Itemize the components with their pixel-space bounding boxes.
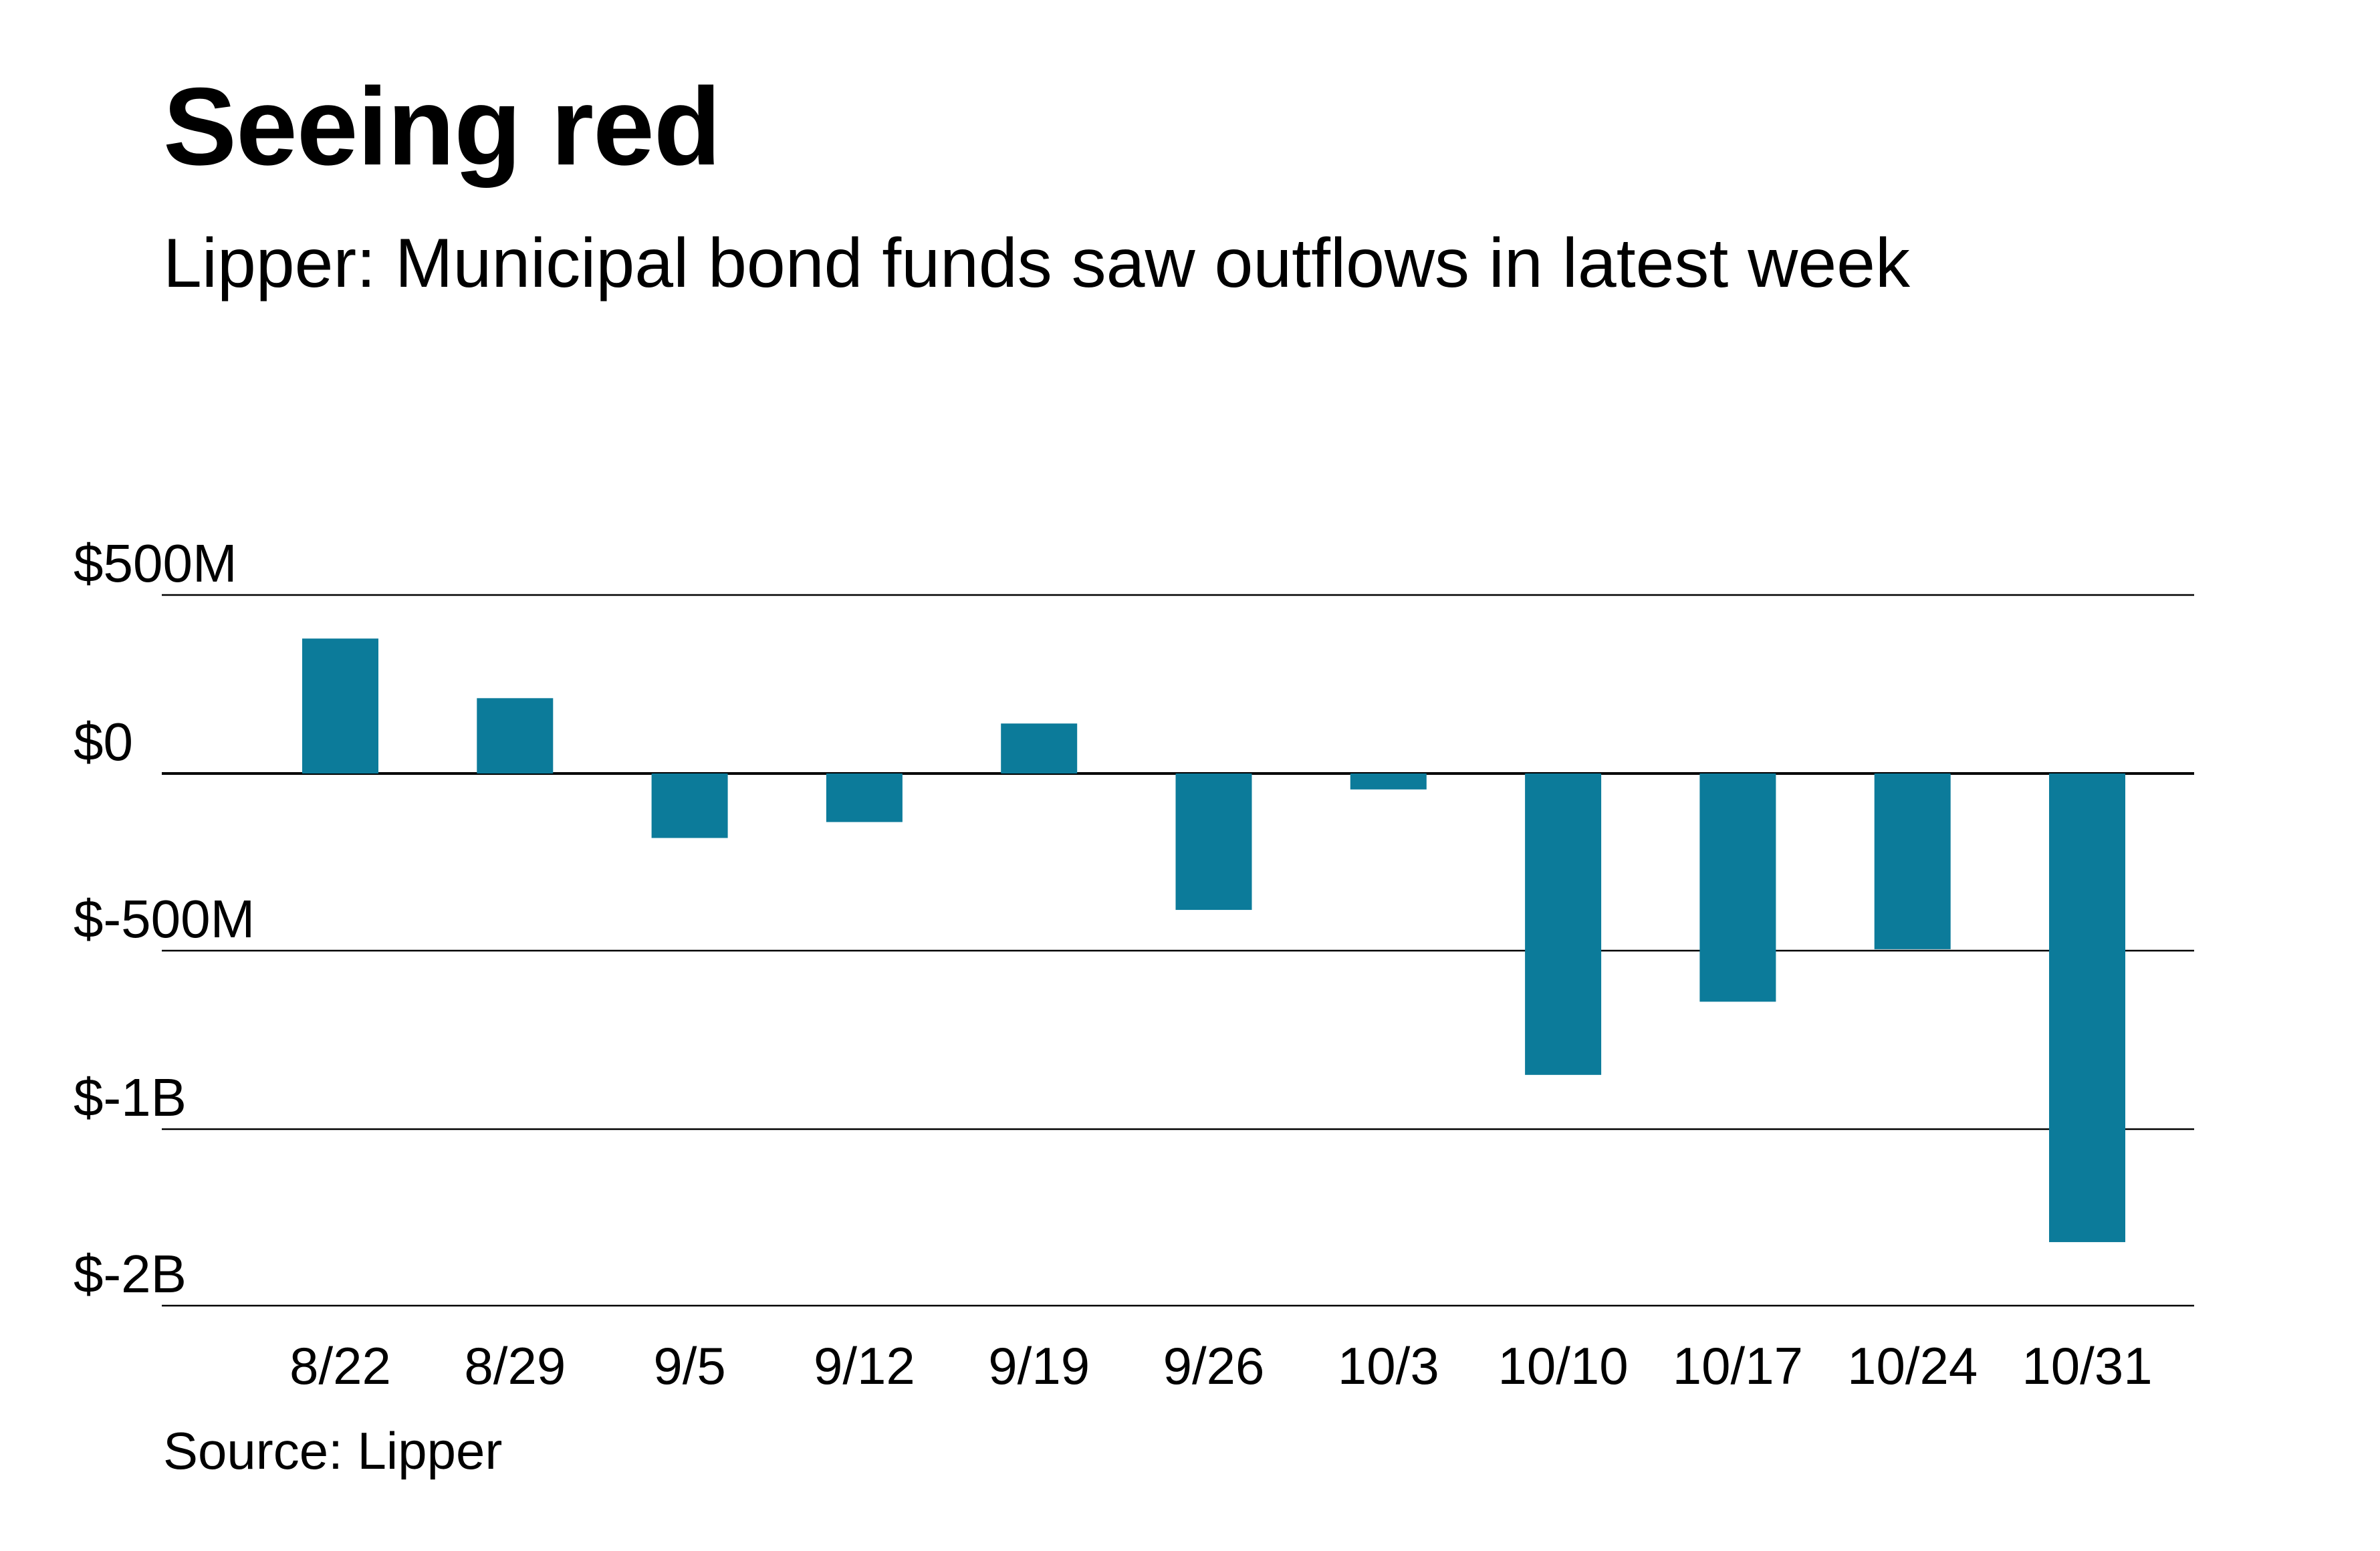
y-tick-label: $-500M: [74, 889, 255, 949]
x-tick-label: 8/22: [289, 1336, 391, 1395]
x-tick-label: 9/5: [653, 1336, 725, 1395]
x-tick-label: 10/10: [1498, 1336, 1628, 1395]
source-note: Source: Lipper: [163, 1421, 503, 1480]
bar-10-3: [1350, 773, 1427, 790]
bar-8-29: [477, 698, 554, 773]
x-axis-labels: 8/22 8/29 9/5 9/12 9/19 9/26 10/3 10/10 10/17 10/…: [289, 1336, 2153, 1395]
y-tick-label: $0: [74, 712, 133, 771]
bar-10-17: [1699, 773, 1776, 1002]
x-tick-label: 10/31: [2022, 1336, 2152, 1395]
y-tick-label: $-1B: [74, 1068, 187, 1127]
x-tick-label: 10/24: [1847, 1336, 1978, 1395]
bar-9-19: [1001, 723, 1078, 773]
chart-subtitle: Lipper: Municipal bond funds saw outflow…: [163, 225, 1910, 302]
y-tick-label: $-2B: [74, 1244, 187, 1304]
x-tick-label: 10/3: [1338, 1336, 1439, 1395]
gridlines: [162, 594, 2194, 1307]
bar-10-24: [1874, 773, 1951, 949]
bar-9-26: [1175, 773, 1252, 911]
x-tick-label: 10/17: [1673, 1336, 1803, 1395]
x-tick-label: 9/19: [988, 1336, 1090, 1395]
chart-title: Seeing red: [163, 65, 721, 188]
bar-10-10: [1525, 773, 1602, 1075]
x-tick-label: 8/29: [464, 1336, 566, 1395]
bar-10-31: [2049, 773, 2125, 1242]
y-axis-labels: $500M $0 $-500M $-1B $-2B: [74, 533, 255, 1304]
x-tick-label: 9/12: [814, 1336, 915, 1395]
x-tick-label: 9/26: [1163, 1336, 1265, 1395]
bars: [302, 638, 2125, 1242]
bar-9-12: [826, 773, 903, 822]
y-tick-label: $500M: [74, 533, 237, 593]
bar-8-22: [302, 638, 378, 773]
bar-9-5: [651, 773, 728, 838]
